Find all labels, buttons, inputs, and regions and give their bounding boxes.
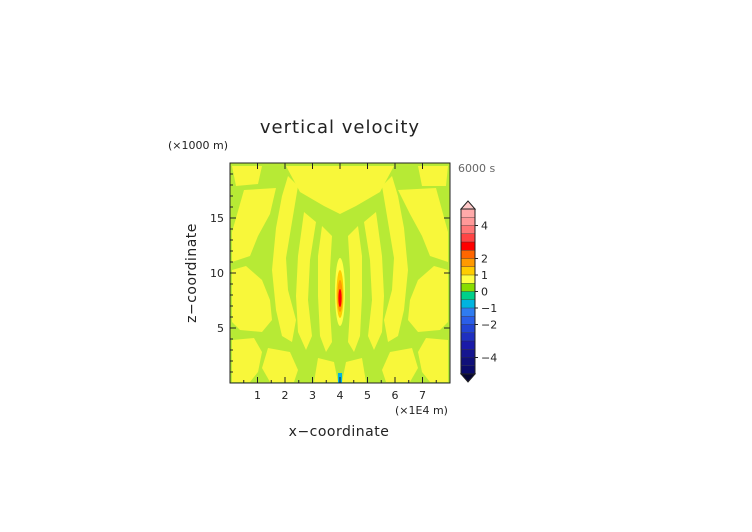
colorbar-tick-label: −1	[481, 302, 497, 315]
colorbar-segment	[461, 225, 475, 234]
central-updraft	[335, 258, 345, 326]
colorbar-tick-label: 2	[481, 253, 488, 266]
y-axis-label: z−coordinate	[184, 223, 200, 323]
colorbar-tick-label: 4	[481, 220, 488, 233]
y-tick-label: 10	[210, 267, 224, 280]
colorbar-segment	[461, 275, 475, 284]
x-axis-label: x−coordinate	[289, 424, 390, 440]
plot-area	[230, 163, 450, 383]
x-tick-label: 1	[254, 389, 261, 402]
colorbar-segment	[461, 349, 475, 358]
colorbar-tick-label: −4	[481, 352, 497, 365]
positive-bands	[232, 166, 448, 382]
colorbar-segment	[461, 217, 475, 226]
colorbar-segment	[461, 266, 475, 275]
colorbar-segment	[461, 283, 475, 292]
axes: 1 2 3 4 5 6 7 5 10 15	[210, 162, 451, 402]
colorbar-segment	[461, 308, 475, 317]
colorbar-segment	[461, 365, 475, 374]
colorbar-tick-label: −2	[481, 319, 497, 332]
colorbar: 4 2 1 0 −1 −2 −4	[459, 200, 497, 383]
x-tick-label: 4	[337, 389, 344, 402]
colorbar-segment	[461, 209, 475, 218]
x-tick-label: 5	[364, 389, 371, 402]
y-unit-label: (×1000 m)	[168, 139, 228, 152]
colorbar-tick-label: 0	[481, 286, 488, 299]
colorbar-extend-max	[459, 200, 477, 210]
x-tick-label: 6	[392, 389, 399, 402]
colorbar-segment	[461, 316, 475, 325]
x-tick-label: 7	[419, 389, 426, 402]
x-tick-label: 2	[282, 389, 289, 402]
colorbar-segment	[461, 233, 475, 242]
x-tick-label: 3	[309, 389, 316, 402]
x-unit-label: (×1E4 m)	[395, 404, 448, 417]
chart-title: vertical velocity	[260, 117, 420, 138]
colorbar-segment	[461, 324, 475, 333]
colorbar-tick-label: 1	[481, 269, 488, 282]
time-label: 6000 s	[458, 162, 495, 175]
y-tick-label: 15	[210, 212, 224, 225]
colorbar-segment	[461, 332, 475, 341]
colorbar-segment	[461, 299, 475, 308]
colorbar-segment	[461, 250, 475, 259]
colorbar-segment	[461, 291, 475, 300]
colorbar-segment	[461, 258, 475, 267]
y-tick-label: 5	[217, 322, 224, 335]
colorbar-segment	[461, 242, 475, 251]
colorbar-segment	[461, 341, 475, 350]
colorbar-extend-min	[459, 373, 477, 383]
colorbar-segment	[461, 357, 475, 366]
